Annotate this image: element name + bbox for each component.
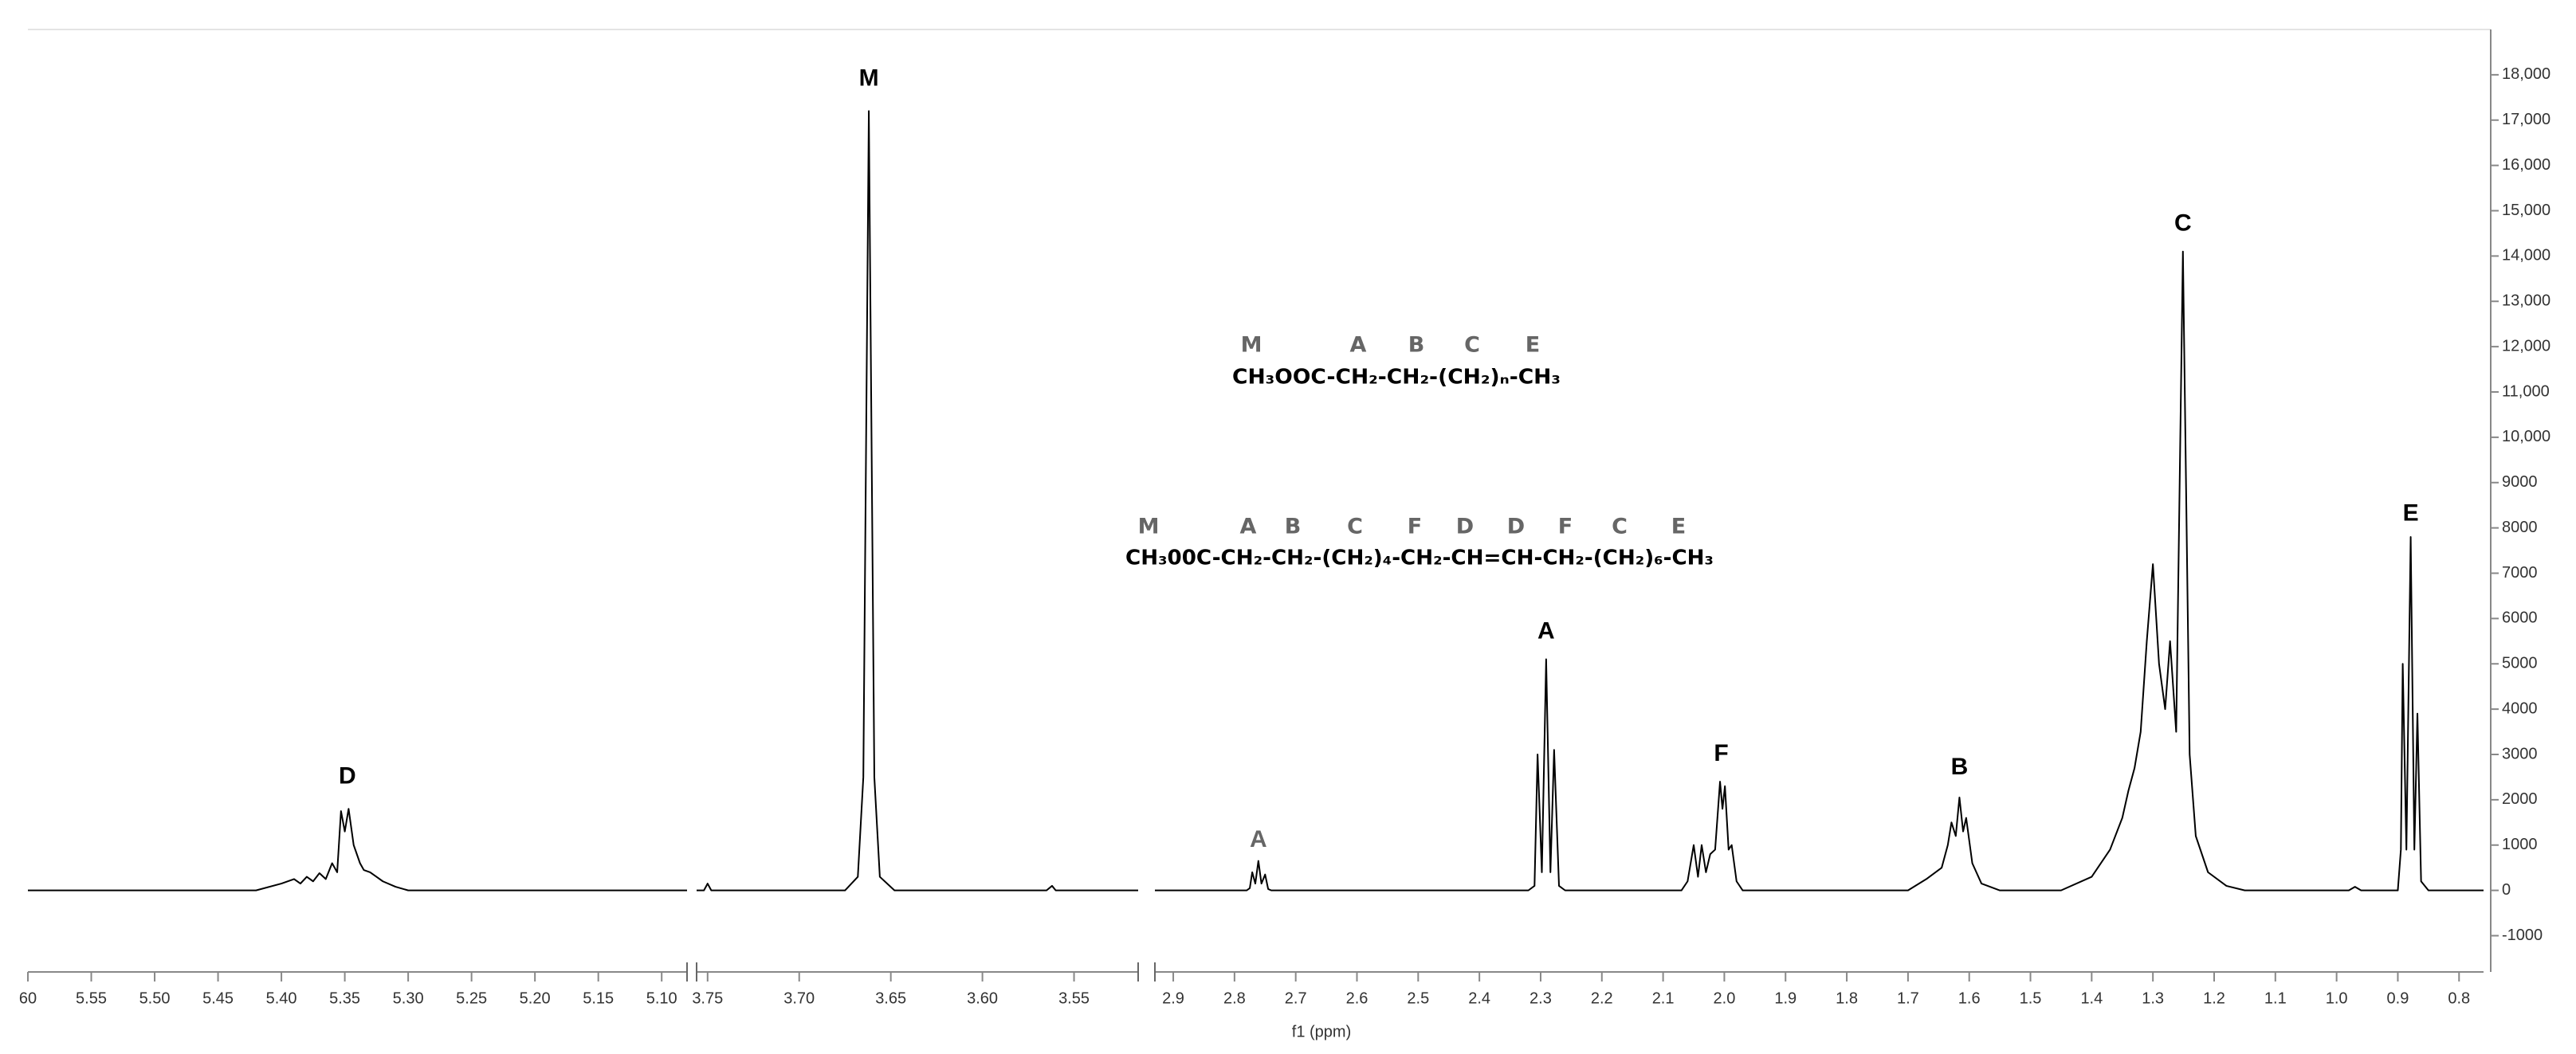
atom-letter: C — [1347, 515, 1363, 539]
y-tick-label: 1000 — [2502, 836, 2538, 853]
spectrum-line — [697, 110, 1138, 891]
y-tick-label: 9000 — [2502, 473, 2538, 491]
y-tick-label: 11,000 — [2502, 382, 2550, 400]
x-tick-label: 1.5 — [2020, 989, 2042, 1007]
y-tick-label: 14,000 — [2502, 247, 2550, 264]
x-tick-label: 3.55 — [1058, 989, 1090, 1007]
y-tick-label: 4000 — [2502, 699, 2538, 717]
x-tick-label: 3.70 — [783, 989, 815, 1007]
peak-label: A — [1250, 826, 1267, 852]
x-tick-label: 2.1 — [1652, 989, 1675, 1007]
x-tick-label: 2.7 — [1285, 989, 1307, 1007]
y-tick-label: 12,000 — [2502, 337, 2550, 355]
x-tick-label: 2.9 — [1162, 989, 1184, 1007]
y-tick-label: 8000 — [2502, 519, 2538, 536]
spectrum-line — [28, 808, 687, 891]
atom-letter: B — [1285, 515, 1302, 539]
atom-letter: E — [1671, 515, 1686, 539]
y-tick-label: 15,000 — [2502, 202, 2550, 219]
structure-formula: CH₃OOC-CH₂-CH₂-(CH₂)ₙ-CH₃ — [1232, 366, 1561, 390]
x-tick-label: 1.7 — [1897, 989, 1919, 1007]
atom-letter: B — [1408, 333, 1425, 358]
x-tick-label: 2.0 — [1714, 989, 1736, 1007]
x-tick-label: 5.35 — [329, 989, 360, 1007]
x-tick-label: 5.20 — [520, 989, 551, 1007]
x-tick-label: 1.6 — [1958, 989, 1981, 1007]
x-tick-label: 3.75 — [692, 989, 723, 1007]
x-tick-label: 2.8 — [1223, 989, 1246, 1007]
x-tick-label: 3.60 — [967, 989, 998, 1007]
atom-letter: C — [1612, 515, 1628, 539]
x-tick-label: 1.0 — [2326, 989, 2348, 1007]
x-tick-label: 1.9 — [1774, 989, 1797, 1007]
x-tick-label: 5.25 — [456, 989, 487, 1007]
x-tick-label: 1.8 — [1836, 989, 1858, 1007]
y-tick-label: 16,000 — [2502, 156, 2550, 174]
peak-label: D — [339, 762, 356, 789]
x-tick-label: 1.2 — [2203, 989, 2225, 1007]
x-tick-label: 5.55 — [76, 989, 107, 1007]
peak-label: F — [1714, 740, 1728, 766]
peak-label: B — [1951, 754, 1969, 780]
peak-label: M — [859, 65, 879, 91]
x-tick-label: 5.30 — [393, 989, 424, 1007]
structure-formula: CH₃00C-CH₂-CH₂-(CH₂)₄-CH₂-CH=CH-CH₂-(CH₂… — [1125, 547, 1714, 570]
x-tick-label: 2.6 — [1346, 989, 1368, 1007]
x-tick-label: 1.4 — [2080, 989, 2103, 1007]
x-tick-label: 2.4 — [1468, 989, 1490, 1007]
x-tick-label: 1.1 — [2264, 989, 2287, 1007]
atom-letter: A — [1240, 515, 1257, 539]
atom-letter: D — [1507, 515, 1525, 539]
peak-label: E — [2403, 500, 2419, 526]
x-tick-label: 5.10 — [646, 989, 677, 1007]
x-tick-label: 5.15 — [583, 989, 614, 1007]
peak-label: C — [2174, 210, 2192, 236]
x-tick-label: 2.3 — [1530, 989, 1552, 1007]
atom-letter: A — [1350, 333, 1367, 358]
x-tick-label: 3.65 — [875, 989, 906, 1007]
atom-letter: D — [1456, 515, 1474, 539]
atom-letter: F — [1408, 515, 1422, 539]
y-tick-label: 3000 — [2502, 745, 2538, 762]
x-tick-label: 2.2 — [1591, 989, 1613, 1007]
y-tick-label: 18,000 — [2502, 65, 2550, 83]
y-tick-label: 6000 — [2502, 609, 2538, 627]
y-tick-label: 2000 — [2502, 790, 2538, 808]
x-tick-label: 5.45 — [202, 989, 234, 1007]
atom-letter: F — [1558, 515, 1573, 539]
x-tick-label: 0.8 — [2448, 989, 2470, 1007]
y-tick-label: 7000 — [2502, 564, 2538, 582]
x-tick-label: 5.50 — [139, 989, 171, 1007]
x-tick-label: 60 — [19, 989, 37, 1007]
x-tick-label: 2.5 — [1407, 989, 1429, 1007]
atom-letter: E — [1526, 333, 1540, 358]
x-axis-label: f1 (ppm) — [1292, 1023, 1351, 1040]
x-tick-label: 1.3 — [2142, 989, 2164, 1007]
y-tick-label: 0 — [2502, 881, 2511, 899]
x-tick-label: 0.9 — [2387, 989, 2409, 1007]
peak-label: A — [1537, 617, 1555, 644]
y-tick-label: -1000 — [2502, 927, 2543, 944]
atom-letter: M — [1138, 515, 1160, 539]
y-tick-label: 10,000 — [2502, 428, 2550, 445]
spectrum-line — [1155, 250, 2484, 891]
x-tick-label: 5.40 — [266, 989, 297, 1007]
atom-letter: C — [1464, 333, 1480, 358]
y-tick-label: 13,000 — [2502, 292, 2550, 310]
atom-letter: M — [1241, 333, 1262, 358]
y-tick-label: 17,000 — [2502, 111, 2550, 128]
y-tick-label: 5000 — [2502, 655, 2538, 672]
